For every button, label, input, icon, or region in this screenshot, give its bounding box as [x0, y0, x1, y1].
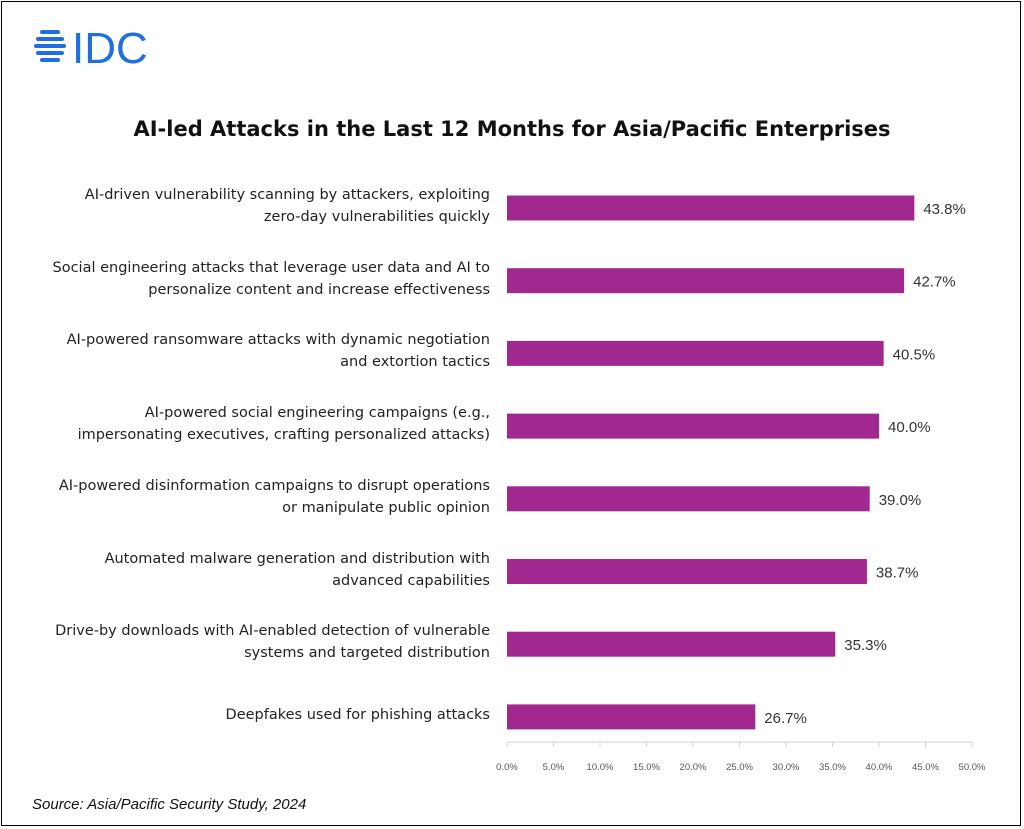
- bar-value-label: 26.7%: [764, 710, 807, 727]
- category-label-line: AI-powered ransomware attacks with dynam…: [66, 332, 490, 349]
- category-label-line: Drive-by downloads with AI-enabled detec…: [55, 623, 490, 640]
- category-label-line: AI-powered social engineering campaigns …: [144, 405, 490, 422]
- logo-text: IDC: [72, 24, 148, 72]
- category-label-line: advanced capabilities: [332, 572, 490, 589]
- category-label-line: or manipulate public opinion: [282, 499, 490, 516]
- x-tick-label: 35.0%: [819, 762, 846, 773]
- category-label-line: Automated malware generation and distrib…: [104, 550, 490, 567]
- x-tick-label: 15.0%: [633, 762, 660, 773]
- category-label: Drive-by downloads with AI-enabled detec…: [20, 620, 490, 664]
- category-label-line: AI-powered disinformation campaigns to d…: [58, 477, 490, 494]
- category-label-line: Social engineering attacks that leverage…: [52, 259, 491, 276]
- x-tick-label: 50.0%: [959, 762, 986, 773]
- bar-value-label: 35.3%: [844, 637, 887, 654]
- x-tick-label: 45.0%: [912, 762, 939, 773]
- bar-chart: 0.0% 5.0% 10.0% 15.0% 20.0% 25.0% 30.0% 35.0% 40…: [496, 195, 986, 773]
- bar-value-label: 42.7%: [913, 274, 956, 291]
- bar: [507, 340, 884, 366]
- category-label: Deepfakes used for phishing attacks: [20, 704, 490, 726]
- category-label-line: personalize content and increase effecti…: [148, 281, 490, 298]
- category-label-line: and extortion tactics: [340, 354, 490, 371]
- category-label-line: impersonating executives, crafting perso…: [77, 427, 490, 444]
- chart-title: AI-led Attacks in the Last 12 Months for…: [133, 117, 891, 141]
- category-label: AI-driven vulnerability scanning by atta…: [20, 184, 490, 228]
- x-tick-label: 0.0%: [496, 762, 518, 773]
- category-label: Automated malware generation and distrib…: [20, 548, 490, 592]
- bar: [507, 631, 836, 657]
- x-tick-label: 5.0%: [543, 762, 565, 773]
- category-label-line: AI-driven vulnerability scanning by atta…: [84, 187, 490, 203]
- idc-logo: IDC: [34, 24, 148, 72]
- category-label: Social engineering attacks that leverage…: [20, 257, 491, 301]
- bar-value-label: 40.5%: [893, 346, 936, 363]
- bar: [507, 413, 879, 439]
- bar-value-label: 43.8%: [923, 201, 966, 218]
- bar-value-label: 39.0%: [879, 492, 922, 509]
- bar-value-label: 38.7%: [876, 565, 919, 582]
- category-label: AI-powered social engineering campaigns …: [20, 402, 490, 446]
- bar-value-label: 40.0%: [888, 419, 931, 436]
- x-tick-label: 10.0%: [587, 762, 614, 773]
- x-tick-label: 30.0%: [773, 762, 800, 773]
- bar: [507, 486, 870, 512]
- category-label: AI-powered disinformation campaigns to d…: [20, 475, 490, 519]
- bar: [507, 559, 867, 584]
- x-tick-label: 40.0%: [866, 762, 893, 773]
- category-label-line: systems and targeted distribution: [244, 645, 490, 662]
- x-tick-label: 20.0%: [680, 762, 707, 773]
- category-label-line: Deepfakes used for phishing attacks: [225, 706, 490, 723]
- idc-globe-icon: [34, 30, 66, 62]
- bar: [507, 195, 915, 221]
- category-label-line: zero-day vulnerabilities quickly: [263, 209, 490, 225]
- bar: [507, 268, 905, 294]
- bar: [507, 704, 756, 730]
- source-note: Source: Asia/Pacific Security Study, 202…: [32, 796, 307, 813]
- category-label: AI-powered ransomware attacks with dynam…: [20, 329, 490, 373]
- x-tick-label: 25.0%: [726, 762, 753, 773]
